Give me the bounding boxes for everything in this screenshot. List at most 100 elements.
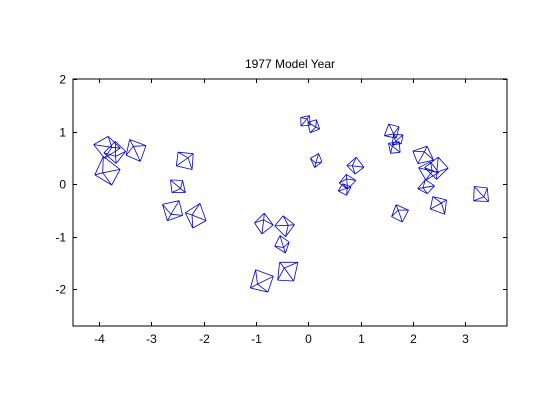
glyph-edge [125, 146, 134, 156]
glyph-edge [187, 153, 194, 159]
glyph-edge [310, 158, 317, 164]
glyph-edge [388, 142, 393, 147]
glyph-edge [346, 178, 348, 190]
scatter-point [417, 179, 435, 194]
glyph-edge [346, 173, 357, 181]
glyph-edge [352, 165, 364, 168]
glyph-edge [111, 169, 121, 186]
scatter-point [170, 179, 186, 193]
glyph-edge [346, 188, 348, 196]
glyph-edge [191, 214, 194, 229]
glyph-edge [315, 153, 319, 164]
glyph-edge [129, 139, 134, 147]
glyph-edge [473, 186, 475, 201]
glyph-edge [274, 245, 284, 248]
glyph-edge [417, 188, 428, 194]
glyph-edge [310, 153, 319, 159]
glyph-edge [432, 196, 442, 204]
glyph-edge [277, 262, 280, 281]
glyph-edge [436, 167, 449, 173]
glyph-edge [103, 141, 116, 154]
glyph-edge [254, 219, 264, 224]
glyph-edge [103, 152, 117, 164]
glyph-edge [115, 151, 126, 157]
glyph-edge [274, 224, 289, 227]
glyph-edge [102, 172, 113, 186]
glyph-edge [314, 161, 323, 168]
glyph-edge [133, 145, 147, 147]
y-tick-label: 1 [59, 126, 66, 140]
glyph-edge [384, 123, 390, 136]
glyph-edge [267, 276, 274, 293]
glyph-edge [393, 126, 400, 135]
glyph-edge [263, 213, 265, 220]
glyph-edge [314, 163, 317, 168]
glyph-edge [346, 186, 352, 189]
glyph-edge [342, 183, 352, 188]
glyph-edge [424, 167, 437, 173]
glyph-edge [412, 150, 419, 164]
glyph-edge [279, 235, 290, 243]
scatter-point [391, 134, 404, 146]
x-tick-label: 2 [410, 332, 417, 346]
glyph-edge [261, 224, 274, 235]
scatter-point [93, 136, 121, 159]
glyph-edge [483, 187, 488, 198]
glyph-edge [263, 219, 274, 226]
glyph-edge [391, 216, 403, 223]
scatter-point [430, 196, 447, 215]
glyph-edge [337, 183, 344, 192]
glyph-edge [418, 161, 431, 169]
glyph-edge [307, 122, 317, 128]
glyph-edge [167, 214, 172, 221]
glyph-edge [285, 224, 295, 237]
glyph-edge [191, 214, 207, 221]
glyph-edge [384, 133, 394, 137]
glyph-edge [162, 204, 168, 221]
glyph-edge [392, 141, 400, 147]
glyph-edge [309, 128, 320, 134]
glyph-edge [139, 145, 147, 162]
glyph-edge [162, 200, 180, 205]
glyph-edge [307, 122, 311, 133]
glyph-edge [390, 151, 401, 154]
glyph-edge [104, 147, 113, 159]
scatter-point [310, 153, 323, 168]
glyph-edge [250, 269, 256, 289]
scatter-point [125, 139, 147, 162]
glyph-edge [417, 159, 434, 164]
glyph-edge [257, 275, 274, 285]
glyph-edge [180, 180, 183, 189]
glyph-edge [391, 204, 397, 217]
glyph-edge [473, 186, 485, 198]
glyph-edge [412, 150, 425, 153]
scatter-point [391, 204, 409, 223]
glyph-edge [93, 144, 105, 159]
glyph-edge [300, 115, 310, 118]
glyph-edge [422, 179, 426, 188]
glyph-edge [94, 156, 104, 175]
glyph-edge [351, 157, 357, 167]
glyph-edge [338, 174, 347, 184]
glyph-edge [417, 187, 424, 190]
glyph-edge [306, 115, 310, 120]
scatter-point [250, 269, 274, 293]
scatter-point [184, 203, 207, 229]
glyph-edge [436, 167, 449, 180]
glyph-edge [422, 185, 435, 189]
axes-box [72, 78, 508, 327]
glyph-edge [125, 154, 141, 162]
glyph-edge [388, 123, 395, 134]
points-layer [93, 115, 489, 293]
glyph-edge [424, 146, 428, 152]
y-tick-label: 0 [59, 178, 66, 192]
glyph-edge [184, 212, 194, 229]
glyph-edge [199, 203, 207, 221]
x-tick-label: 1 [358, 332, 365, 346]
scatter-point [388, 141, 401, 154]
scatter-point [338, 173, 357, 190]
glyph-edge [102, 156, 104, 173]
glyph-edge [393, 134, 396, 142]
glyph-edge [250, 287, 268, 293]
glyph-edge [103, 156, 121, 170]
